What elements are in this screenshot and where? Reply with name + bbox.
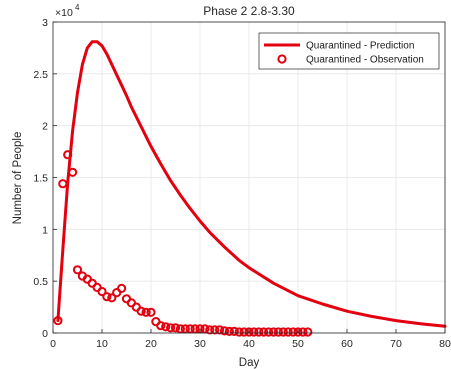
observation-point — [268, 327, 279, 337]
y-exponent-power: 4 — [75, 3, 80, 12]
x-tick-label: 30 — [194, 338, 206, 350]
observation-point — [141, 307, 151, 317]
y-exponent-base: ×10 — [55, 7, 73, 19]
x-tick-label: 10 — [96, 338, 108, 350]
observation-point — [53, 316, 63, 326]
observation-point — [219, 326, 230, 336]
y-tick-label: 3 — [42, 17, 48, 29]
observation-point — [278, 327, 288, 337]
observation-point — [107, 293, 117, 303]
y-tick-label: 1 — [42, 224, 48, 236]
observation-point — [58, 179, 68, 189]
observation-point — [170, 323, 181, 333]
observation-point — [68, 167, 78, 177]
observation-point — [156, 321, 166, 331]
observation-point — [229, 326, 239, 336]
y-exponent-label: ×10 4 — [55, 3, 80, 19]
legend-box — [258, 32, 440, 70]
x-tick-label: 20 — [145, 338, 157, 350]
observation-point — [146, 307, 156, 317]
legend-label-prediction: Quarantined - Prediction — [306, 41, 414, 52]
observation-point — [180, 324, 190, 334]
x-tick-label: 80 — [439, 338, 451, 350]
observation-point — [259, 327, 269, 337]
observation-point — [63, 150, 73, 160]
x-tick-label: 50 — [292, 338, 304, 350]
y-tick-label: 1.5 — [33, 173, 48, 185]
series-layer — [53, 40, 447, 337]
observation-point — [254, 327, 264, 337]
observation-point — [273, 327, 283, 337]
observation-point — [136, 306, 146, 316]
observation-point — [117, 283, 127, 293]
y-tick-label: 2 — [42, 121, 48, 133]
observation-point — [244, 327, 254, 337]
observation-point — [97, 286, 107, 297]
legend-marker-swatch — [277, 54, 287, 64]
observation-point — [161, 322, 171, 332]
observation-point — [264, 327, 274, 337]
y-tick-label: 2.5 — [33, 69, 48, 81]
observation-point — [205, 325, 215, 335]
observation-point — [288, 327, 298, 337]
observation-point — [283, 327, 293, 337]
observation-point — [102, 292, 112, 302]
x-tick-label: 60 — [341, 338, 353, 350]
y-tick-label: 0 — [42, 328, 48, 340]
observation-point — [215, 325, 225, 335]
legend-label-observation: Quarantined - Observation — [306, 55, 424, 66]
observation-point — [210, 325, 220, 335]
observation-point — [293, 327, 303, 337]
ticks: 0 10 20 30 40 50 60 70 80 0 0.5 1 1.5 2 2.5 3 — [33, 17, 451, 350]
chart-title: Phase 2 2.8-3.30 — [203, 4, 295, 18]
y-tick-label: 0.5 — [33, 276, 48, 288]
legend: Quarantined - Prediction Quarantined - O… — [258, 32, 440, 70]
x-axis-label: Day — [239, 357, 260, 369]
observation-point — [190, 324, 200, 334]
observation-point — [234, 327, 244, 337]
observation-point — [303, 327, 313, 337]
x-tick-label: 40 — [243, 338, 255, 350]
prediction-line — [56, 40, 447, 328]
observation-point — [185, 324, 195, 334]
observation-point — [166, 323, 176, 333]
x-tick-label: 0 — [50, 338, 56, 350]
observation-point — [239, 327, 249, 337]
observation-point — [224, 326, 234, 336]
x-tick-label: 70 — [390, 338, 402, 350]
observation-point — [175, 324, 185, 334]
y-axis-label: Number of People — [12, 132, 24, 225]
observation-point — [72, 265, 83, 275]
observation-point — [249, 327, 259, 337]
observation-point — [200, 324, 210, 334]
observation-point — [298, 327, 308, 337]
